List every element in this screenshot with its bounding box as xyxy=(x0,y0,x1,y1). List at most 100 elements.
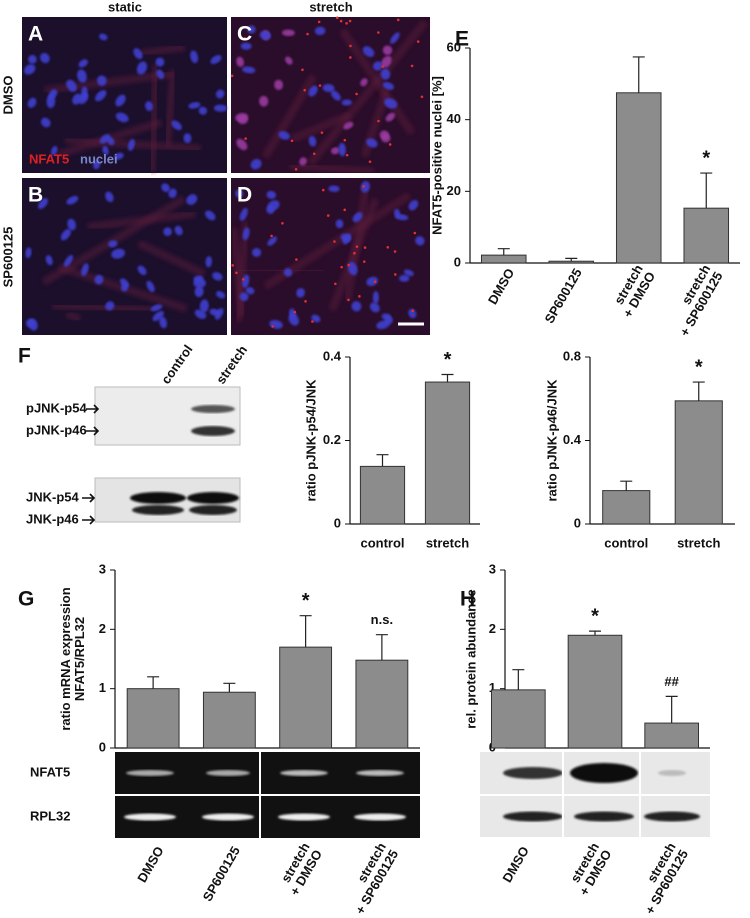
nucleus xyxy=(369,302,380,313)
cell-fiber xyxy=(147,64,161,173)
nucleus xyxy=(48,89,58,99)
nucleus xyxy=(322,83,335,93)
y-tick-label: 60 xyxy=(447,39,461,54)
nfat5-speck xyxy=(377,31,380,34)
bar xyxy=(202,691,256,749)
nucleus xyxy=(40,52,50,64)
nucleus xyxy=(60,228,71,241)
nfat5-speck xyxy=(347,298,350,302)
annotation: n.s. xyxy=(371,612,393,627)
nucleus xyxy=(119,278,130,288)
nucleus xyxy=(398,274,410,282)
bar xyxy=(480,254,527,264)
nucleus xyxy=(395,214,409,221)
panel-letter: G xyxy=(18,588,34,611)
nfat5-speck xyxy=(345,153,349,157)
nucleus xyxy=(161,183,170,193)
nucleus xyxy=(205,210,216,221)
nucleus xyxy=(205,256,212,268)
row-label: DMSO xyxy=(0,76,15,115)
nfat5-speck xyxy=(420,95,424,99)
nucleus xyxy=(299,157,307,166)
nucleus xyxy=(188,102,201,109)
nucleus xyxy=(240,42,252,50)
nfat5-speck xyxy=(320,131,324,134)
x-tick-label: stretch+ DMSO xyxy=(275,840,326,898)
y-tick-label: 0 xyxy=(454,254,461,269)
micrograph: D xyxy=(229,178,430,335)
nfat5-speck xyxy=(294,168,298,171)
y-tick-label: 0 xyxy=(574,515,581,530)
error-bar xyxy=(497,248,510,256)
nucleus xyxy=(28,318,38,331)
nucleus xyxy=(94,274,104,285)
nucleus xyxy=(213,104,228,112)
micrograph: C xyxy=(230,16,430,176)
nucleus xyxy=(266,205,275,215)
nucleus xyxy=(115,112,129,123)
nucleus xyxy=(352,212,363,223)
band-label: JNK-p54 xyxy=(26,489,80,504)
nfat5-speck xyxy=(334,282,337,286)
nucleus xyxy=(372,61,383,71)
nucleus xyxy=(415,236,425,246)
nfat5-speck xyxy=(231,264,235,267)
nfat5-speck xyxy=(230,74,234,78)
nfat5-speck xyxy=(393,250,397,253)
blot-band xyxy=(191,426,235,436)
nfat5-speck xyxy=(321,188,325,192)
cell-fiber xyxy=(137,239,206,278)
nucleus xyxy=(50,145,58,156)
nucleus xyxy=(163,227,172,237)
nucleus xyxy=(238,115,249,125)
blot-band xyxy=(191,405,235,413)
nucleus xyxy=(156,69,165,79)
nfat5-speck xyxy=(413,231,417,235)
nucleus xyxy=(236,56,245,67)
nucleus xyxy=(155,57,165,67)
nucleus xyxy=(266,190,277,199)
nfat5-speck xyxy=(377,119,380,123)
nfat5-speck xyxy=(416,40,420,43)
nfat5-speck xyxy=(349,44,352,48)
error-bar xyxy=(223,682,236,693)
nucleus xyxy=(384,315,393,325)
bar xyxy=(548,260,595,264)
x-tick-label: stretch xyxy=(426,535,469,550)
bar xyxy=(279,646,333,749)
gel-band xyxy=(278,813,330,821)
y-tick-label: 40 xyxy=(447,111,461,126)
nucleus xyxy=(108,240,118,248)
nucleus xyxy=(403,269,414,277)
gel-band xyxy=(124,813,176,821)
gel-band xyxy=(126,770,174,776)
nucleus xyxy=(241,274,250,288)
y-axis-label: ratio pJNK-p54/JNK xyxy=(303,379,318,502)
nucleus xyxy=(347,261,358,276)
x-tick-label: DMSO xyxy=(499,844,531,885)
panel-letter: D xyxy=(237,184,252,207)
nucleus xyxy=(314,26,326,36)
gel-band xyxy=(503,811,563,822)
column-label: static xyxy=(108,0,142,14)
arrow xyxy=(82,515,96,525)
nucleus xyxy=(278,131,290,140)
nucleus xyxy=(267,236,277,246)
nfat5-speck xyxy=(355,245,359,248)
nfat5-speck xyxy=(340,265,343,269)
nfat5-speck xyxy=(358,295,361,298)
x-tick-label: stretch+ SP600125 xyxy=(340,840,401,917)
nfat5-speck xyxy=(312,152,316,156)
panel-letter: F xyxy=(18,345,31,368)
cell-fiber xyxy=(328,197,380,312)
nfat5-speck xyxy=(410,64,414,68)
cell-fiber xyxy=(289,161,375,176)
nfat5-speck xyxy=(243,36,247,40)
nfat5-speck xyxy=(353,251,356,255)
nfat5-speck xyxy=(241,278,245,281)
nucleus xyxy=(66,195,79,205)
nucleus xyxy=(215,89,225,99)
nfat5-speck xyxy=(244,137,247,140)
nucleus xyxy=(259,95,269,107)
gel-band xyxy=(356,770,404,776)
